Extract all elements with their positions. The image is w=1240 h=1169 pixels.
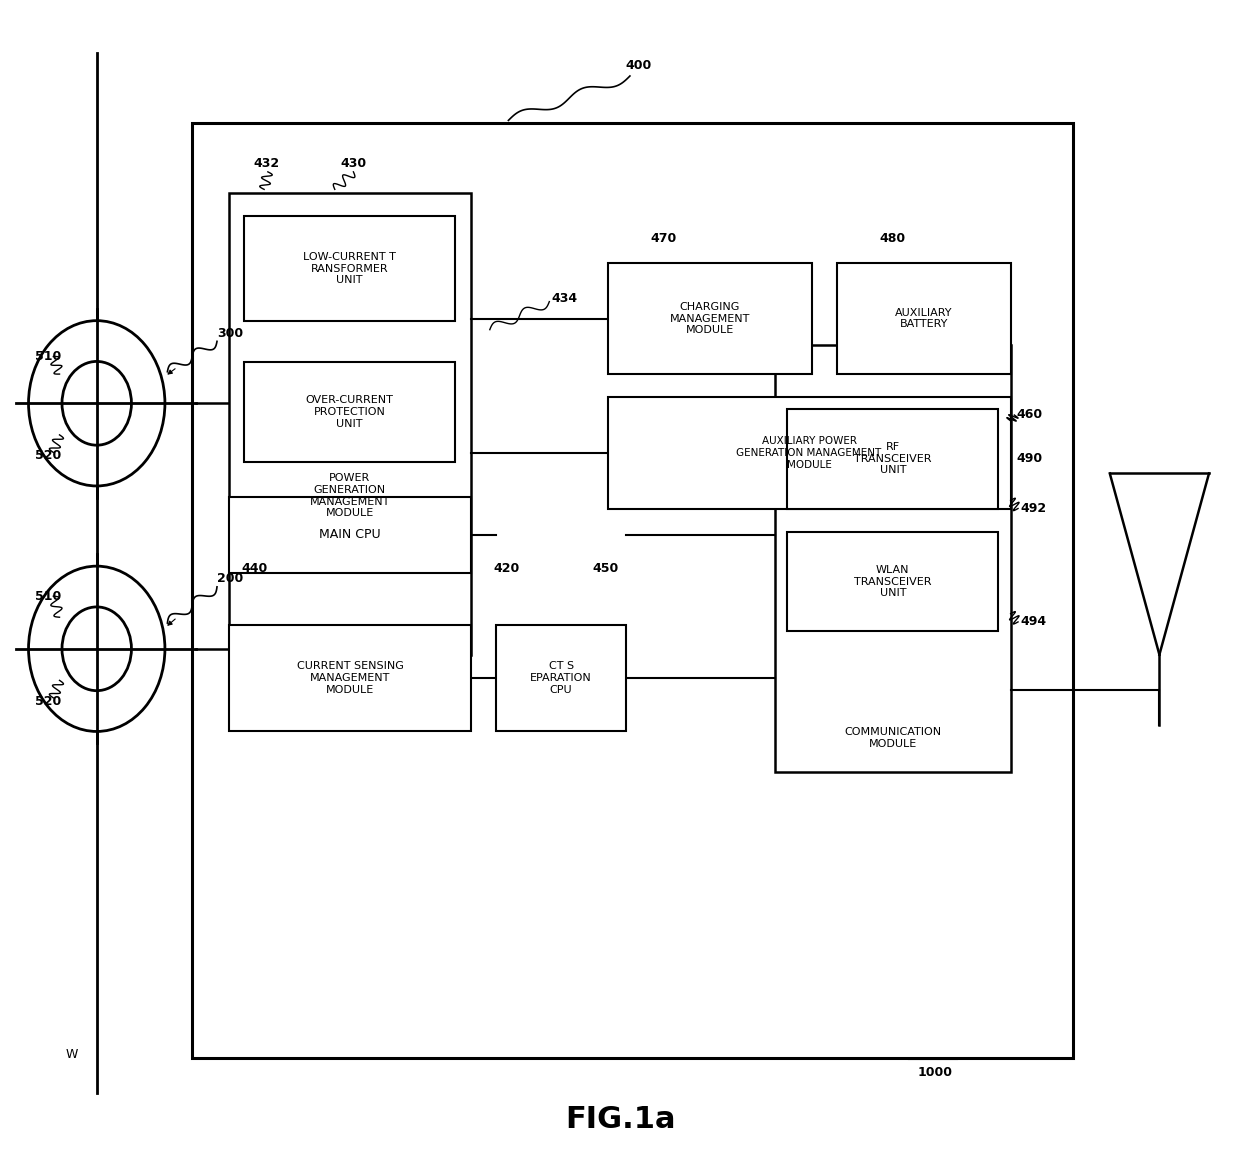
Text: 420: 420 — [494, 562, 520, 575]
Bar — [192, 123, 1073, 1058]
Text: CHARGING
MANAGEMENT
MODULE: CHARGING MANAGEMENT MODULE — [670, 302, 750, 336]
Bar — [244, 216, 455, 321]
Text: 520: 520 — [35, 694, 61, 708]
Text: W: W — [66, 1047, 78, 1061]
Bar — [229, 625, 471, 731]
Text: 510: 510 — [35, 589, 61, 603]
Text: AUXILIARY POWER
GENERATION MANAGEMENT
MODULE: AUXILIARY POWER GENERATION MANAGEMENT MO… — [737, 436, 882, 470]
Bar — [244, 362, 455, 462]
Text: 520: 520 — [35, 449, 61, 463]
Bar — [775, 345, 1011, 772]
Text: 510: 510 — [35, 350, 61, 364]
Text: 480: 480 — [879, 233, 906, 245]
Bar — [837, 263, 1011, 374]
Bar — [496, 625, 626, 731]
Text: 460: 460 — [1017, 408, 1043, 422]
Text: 430: 430 — [340, 157, 367, 170]
Text: 400: 400 — [625, 60, 652, 72]
Text: LOW-CURRENT T
RANSFORMER
UNIT: LOW-CURRENT T RANSFORMER UNIT — [304, 253, 396, 285]
Text: 1000: 1000 — [918, 1066, 952, 1079]
Text: 434: 434 — [552, 291, 578, 305]
Text: 470: 470 — [650, 233, 677, 245]
Text: 300: 300 — [217, 326, 243, 340]
Ellipse shape — [62, 361, 131, 445]
Text: 432: 432 — [253, 157, 280, 170]
Text: 490: 490 — [1017, 451, 1043, 465]
Text: CURRENT SENSING
MANAGEMENT
MODULE: CURRENT SENSING MANAGEMENT MODULE — [296, 662, 404, 694]
Text: CT S
EPARATION
CPU: CT S EPARATION CPU — [531, 662, 591, 694]
Ellipse shape — [29, 320, 165, 486]
Bar — [787, 409, 998, 509]
Text: 492: 492 — [1021, 502, 1047, 516]
Bar — [608, 397, 1011, 509]
Text: POWER
GENERATION
MANAGEMENT
MODULE: POWER GENERATION MANAGEMENT MODULE — [310, 473, 389, 518]
Text: 450: 450 — [593, 562, 619, 575]
Text: OVER-CURRENT
PROTECTION
UNIT: OVER-CURRENT PROTECTION UNIT — [306, 395, 393, 429]
Ellipse shape — [62, 607, 131, 691]
Bar — [229, 497, 471, 573]
Text: 440: 440 — [242, 562, 268, 575]
Text: RF
TRANSCEIVER
UNIT: RF TRANSCEIVER UNIT — [854, 442, 931, 476]
Text: AUXILIARY
BATTERY: AUXILIARY BATTERY — [895, 307, 952, 330]
Bar — [787, 532, 998, 631]
Text: 200: 200 — [217, 572, 243, 586]
Ellipse shape — [29, 566, 165, 732]
Text: MAIN CPU: MAIN CPU — [320, 528, 381, 541]
Text: WLAN
TRANSCEIVER
UNIT: WLAN TRANSCEIVER UNIT — [854, 565, 931, 599]
Text: COMMUNICATION
MODULE: COMMUNICATION MODULE — [844, 727, 941, 748]
Text: 494: 494 — [1021, 615, 1047, 629]
Bar — [229, 193, 471, 655]
Text: FIG.1a: FIG.1a — [564, 1106, 676, 1134]
Bar — [608, 263, 812, 374]
